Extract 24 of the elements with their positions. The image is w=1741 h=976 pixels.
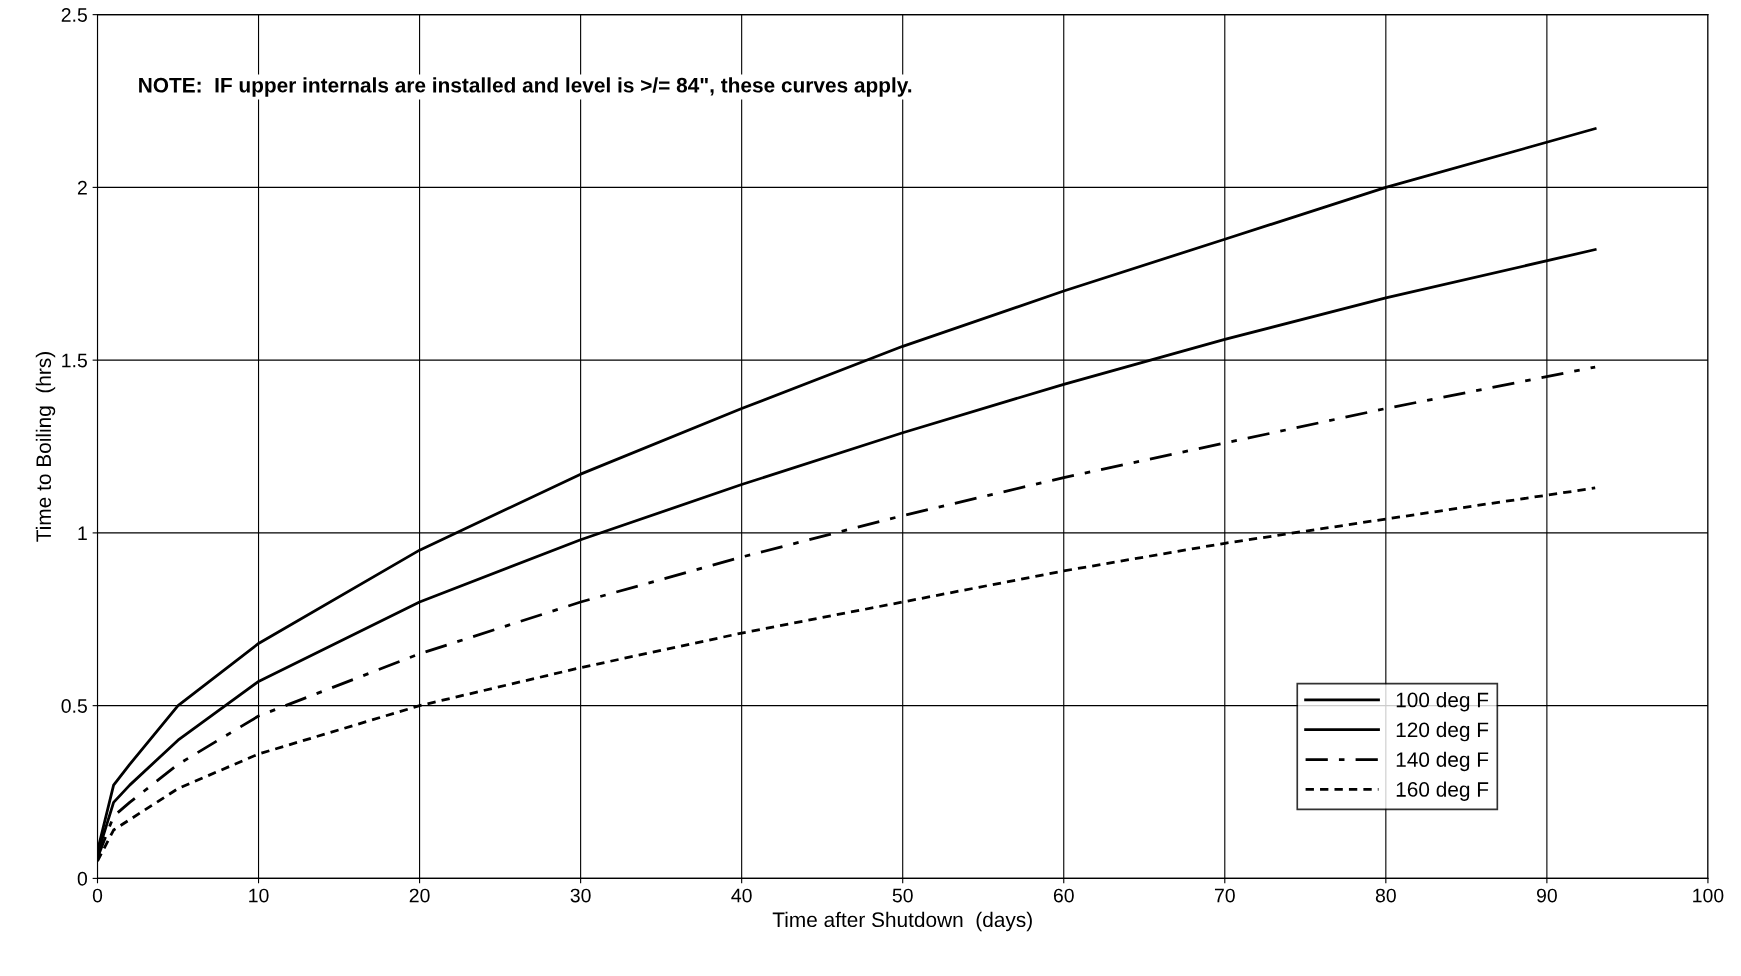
legend-label: 160 deg F bbox=[1396, 781, 1489, 801]
y-tick-label: 2.5 bbox=[61, 8, 87, 22]
y-tick-label: 1.5 bbox=[62, 353, 87, 368]
x-tick-label: 100 bbox=[1693, 888, 1724, 903]
x-tick-label: 50 bbox=[892, 888, 913, 903]
y-axis-title: Time to Boiling (hrs) bbox=[35, 352, 56, 542]
x-tick-label: 20 bbox=[409, 888, 430, 903]
y-tick-label: 2 bbox=[77, 180, 87, 195]
x-tick-label: 80 bbox=[1375, 888, 1396, 903]
y-tick-label: 0 bbox=[77, 871, 88, 886]
x-tick-label: 70 bbox=[1214, 888, 1235, 903]
x-tick-label: 30 bbox=[570, 888, 591, 903]
x-tick-label: 10 bbox=[249, 888, 269, 903]
legend-label: 120 deg F bbox=[1396, 721, 1489, 742]
x-tick-label: 90 bbox=[1536, 888, 1557, 903]
y-tick-label: 0.5 bbox=[61, 699, 87, 713]
annotation: NOTE: IF upper internals are installed and level is >/= 84", these curves apply. bbox=[139, 77, 912, 97]
y-tick-label: 1 bbox=[78, 526, 87, 540]
x-axis-title: Time after Shutdown (days) bbox=[772, 911, 1032, 932]
x-tick-label: 40 bbox=[731, 888, 752, 903]
x-tick-label: 0 bbox=[92, 888, 103, 903]
x-tick-label: 60 bbox=[1053, 888, 1074, 903]
legend-label: 100 deg F bbox=[1396, 692, 1489, 712]
legend-label: 140 deg F bbox=[1396, 751, 1489, 772]
